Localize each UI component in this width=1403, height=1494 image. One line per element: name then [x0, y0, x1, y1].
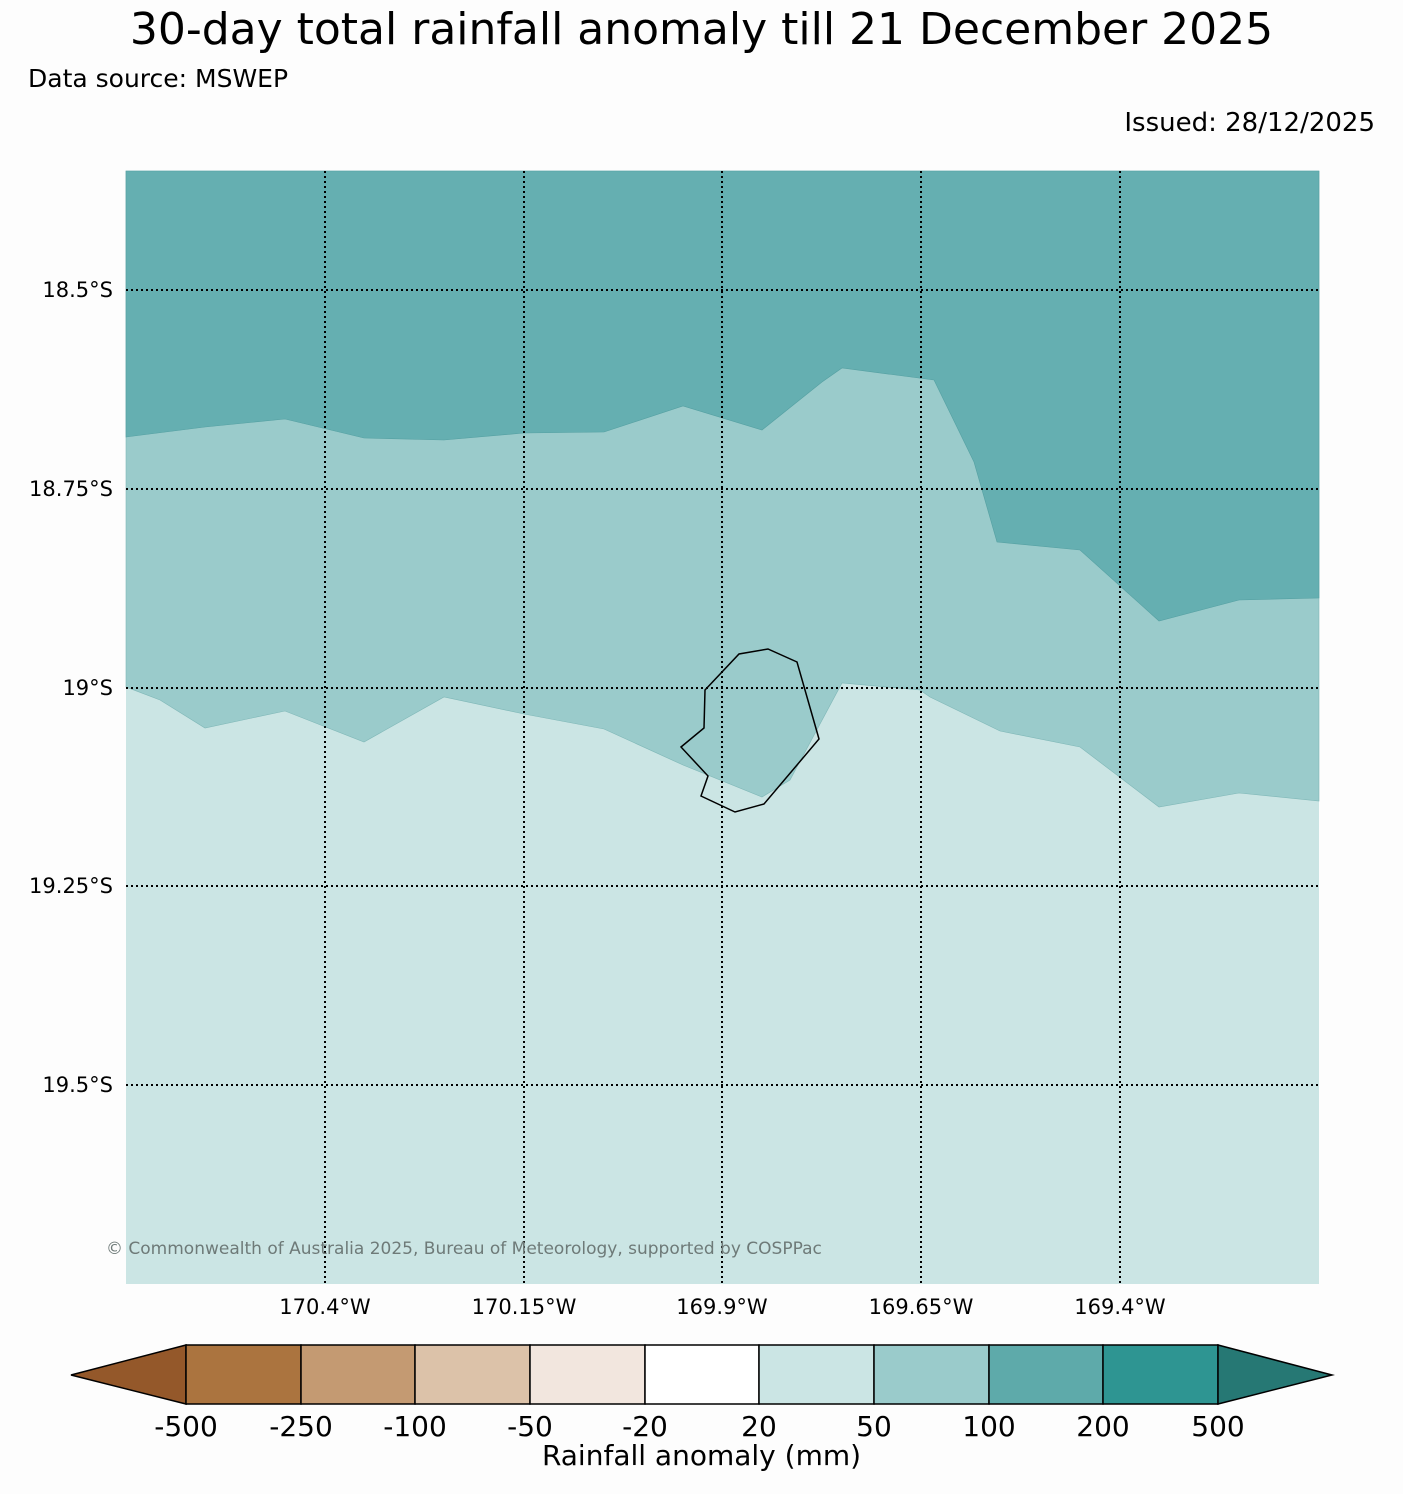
colorbar-bin-6 — [758, 1344, 875, 1405]
graticule — [126, 171, 1319, 1284]
colorbar-tick: 200 — [1076, 1410, 1130, 1443]
lon-label: 169.65°W — [868, 1295, 974, 1319]
lat-label: 18.75°S — [29, 477, 113, 501]
colorbar-bin-7 — [873, 1344, 990, 1405]
lon-label: 169.9°W — [676, 1295, 768, 1319]
colorbar-tick: -500 — [154, 1410, 218, 1443]
lat-label: 19°S — [62, 676, 113, 700]
colorbar-extend-low — [70, 1344, 187, 1405]
colorbar-tick: 100 — [962, 1410, 1016, 1443]
colorbar-tick: -250 — [269, 1410, 333, 1443]
colorbar-bin-3 — [414, 1344, 531, 1405]
lat-label: 18.5°S — [42, 278, 113, 302]
colorbar-extend-high — [1217, 1344, 1335, 1405]
colorbar-bin-9 — [1102, 1344, 1219, 1405]
colorbar-tick: 50 — [856, 1410, 892, 1443]
colorbar-tick: -100 — [383, 1410, 447, 1443]
lon-label: 169.4°W — [1074, 1295, 1166, 1319]
colorbar-bin-8 — [988, 1344, 1104, 1405]
lat-label: 19.25°S — [29, 874, 113, 898]
lon-label: 170.4°W — [279, 1295, 371, 1319]
island-outline — [679, 648, 820, 813]
colorbar-bin-5 — [644, 1344, 760, 1405]
copyright-notice: © Commonwealth of Australia 2025, Bureau… — [106, 1239, 822, 1259]
map-panel — [125, 170, 1320, 1284]
lon-label: 170.15°W — [471, 1295, 577, 1319]
map-title: 30-day total rainfall anomaly till 21 De… — [129, 4, 1274, 55]
colorbar-tick: 20 — [741, 1410, 777, 1443]
colorbar-label: Rainfall anomaly (mm) — [541, 1439, 862, 1472]
colorbar-bin-1 — [185, 1344, 302, 1405]
colorbar — [70, 1344, 1335, 1405]
colorbar-tick: 500 — [1191, 1410, 1245, 1443]
colorbar-tick: -20 — [622, 1410, 668, 1443]
colorbar-tick: -50 — [507, 1410, 553, 1443]
issued-date-label: Issued: 28/12/2025 — [1124, 108, 1375, 138]
colorbar-bin-4 — [529, 1344, 646, 1405]
data-source-label: Data source: MSWEP — [28, 64, 289, 93]
lat-label: 19.5°S — [42, 1073, 113, 1097]
colorbar-bin-2 — [300, 1344, 416, 1405]
